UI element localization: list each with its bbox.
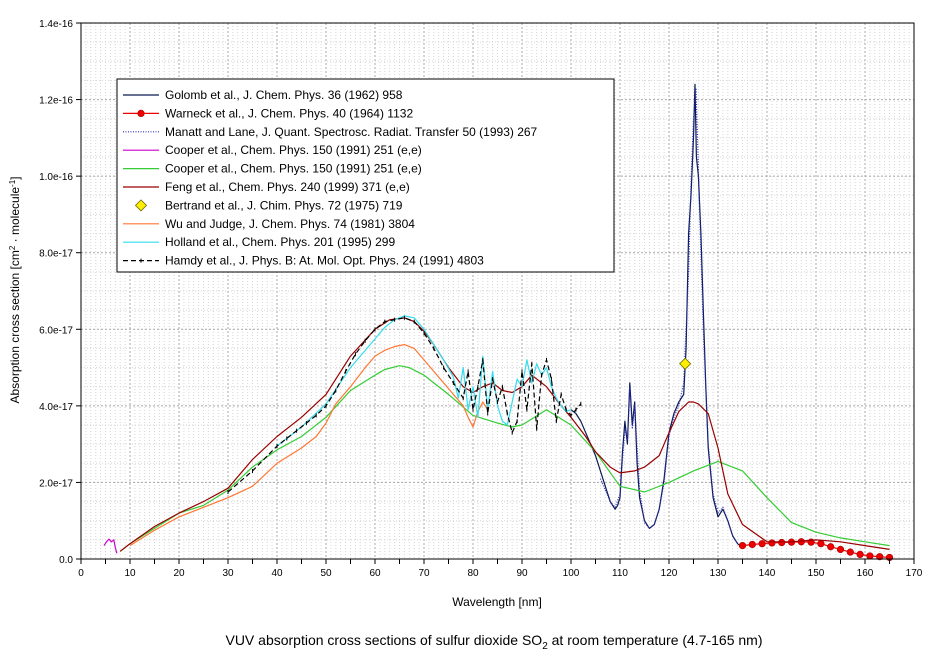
legend-label: Warneck et al., J. Chem. Phys. 40 (1964)…	[165, 106, 413, 120]
legend-label: Holland et al., Chem. Phys. 201 (1995) 2…	[165, 235, 395, 249]
figure-caption: VUV absorption cross sections of sulfur …	[225, 632, 762, 652]
y-tick-label: 1.2e-16	[39, 96, 73, 107]
x-tick-label: 140	[759, 568, 776, 579]
x-tick-label: 160	[857, 568, 874, 579]
legend-item-7: Bertrand et al., J. Chim. Phys. 72 (1975…	[134, 198, 403, 212]
legend-item-2: Warneck et al., J. Chem. Phys. 40 (1964)…	[123, 106, 413, 120]
legend-label: Golomb et al., J. Chem. Phys. 36 (1962) …	[165, 88, 403, 102]
series-line	[119, 317, 890, 552]
series-line	[742, 541, 890, 559]
data-point	[748, 540, 756, 549]
data-point	[836, 545, 845, 554]
legend-label: Manatt and Lane, J. Quant. Spectrosc. Ra…	[165, 125, 538, 139]
data-point	[846, 548, 854, 556]
axis-layer: 0 10 20 30 40 50 60 70 80 90 100 110 120 130 140 150 160…	[39, 19, 923, 579]
x-tick-label: 40	[271, 568, 283, 579]
series-8	[129, 344, 489, 547]
data-point	[856, 550, 864, 559]
x-tick-label: 50	[320, 568, 332, 579]
data-point	[778, 538, 786, 547]
y-tick-label: 6.0e-17	[39, 325, 73, 336]
legend-label: Cooper et al., Chem. Phys. 150 (1991) 25…	[165, 143, 422, 157]
x-tick-label: 0	[78, 568, 84, 579]
y-tick-label: 4.0e-17	[39, 402, 73, 413]
x-tick-label: 20	[173, 568, 185, 579]
series-layer	[103, 83, 894, 562]
data-point	[827, 543, 835, 551]
series-line	[103, 538, 118, 554]
legend: Golomb et al., J. Chem. Phys. 36 (1962) …	[116, 78, 615, 273]
legend-item-1: Golomb et al., J. Chem. Phys. 36 (1962) …	[123, 88, 403, 102]
legend-label: Bertrand et al., J. Chim. Phys. 72 (1975…	[165, 198, 403, 212]
x-tick-label: 170	[906, 568, 923, 579]
legend-box	[116, 78, 615, 273]
legend-item-9: Holland et al., Chem. Phys. 201 (1995) 2…	[123, 235, 395, 249]
legend-marker	[134, 199, 148, 212]
data-point	[876, 553, 884, 561]
legend-item-10: Hamdy et al., J. Phys. B: At. Mol. Opt. …	[123, 254, 484, 268]
x-tick-label: 120	[661, 568, 678, 579]
x-axis-title: Wavelength [nm]	[452, 595, 542, 609]
legend-label: Hamdy et al., J. Phys. B: At. Mol. Opt. …	[165, 254, 484, 268]
y-tick-label: 1.4e-16	[39, 19, 73, 30]
series-line	[119, 365, 890, 552]
y-tick-label: 0.0	[59, 555, 73, 566]
legend-item-3: Manatt and Lane, J. Quant. Spectrosc. Ra…	[123, 125, 538, 139]
x-tick-label: 130	[710, 568, 727, 579]
series-6	[119, 317, 890, 552]
legend-marker	[137, 109, 145, 117]
series-4	[103, 538, 118, 554]
data-point	[679, 357, 692, 370]
legend-label: Feng et al., Chem. Phys. 240 (1999) 371 …	[165, 180, 410, 194]
x-tick-label: 80	[467, 568, 479, 579]
series-line	[227, 317, 582, 493]
data-point	[866, 552, 874, 560]
data-point	[738, 541, 747, 550]
x-tick-label: 70	[418, 568, 430, 579]
legend-item-6: Feng et al., Chem. Phys. 240 (1999) 371 …	[123, 180, 410, 194]
legend-item-8: Wu and Judge, J. Chem. Phys. 74 (1981) 3…	[123, 217, 415, 231]
data-point	[758, 540, 766, 548]
x-tick-label: 30	[222, 568, 234, 579]
series-10	[227, 315, 582, 494]
data-point	[817, 540, 825, 548]
x-tick-label: 110	[612, 568, 628, 579]
legend-item-4: Cooper et al., Chem. Phys. 150 (1991) 25…	[123, 143, 422, 157]
y-axis-title: Absorption cross section [cm2 · molecule…	[8, 176, 22, 403]
y-tick-label: 1.0e-16	[39, 172, 73, 183]
x-tick-label: 150	[808, 568, 825, 579]
series-7	[679, 357, 692, 370]
series-5	[119, 365, 890, 552]
legend-item-5: Cooper et al., Chem. Phys. 150 (1991) 25…	[123, 162, 422, 176]
x-tick-label: 100	[563, 568, 580, 579]
y-tick-label: 8.0e-17	[39, 249, 73, 260]
x-tick-label: 90	[516, 568, 528, 579]
y-tick-label: 2.0e-17	[39, 478, 73, 489]
legend-items: Golomb et al., J. Chem. Phys. 36 (1962) …	[123, 88, 538, 268]
data-point	[768, 539, 776, 547]
series-line	[129, 344, 489, 547]
legend-label: Cooper et al., Chem. Phys. 150 (1991) 25…	[165, 162, 422, 176]
x-tick-label: 10	[124, 568, 136, 579]
legend-label: Wu and Judge, J. Chem. Phys. 74 (1981) 3…	[165, 217, 415, 231]
x-tick-label: 60	[369, 568, 381, 579]
